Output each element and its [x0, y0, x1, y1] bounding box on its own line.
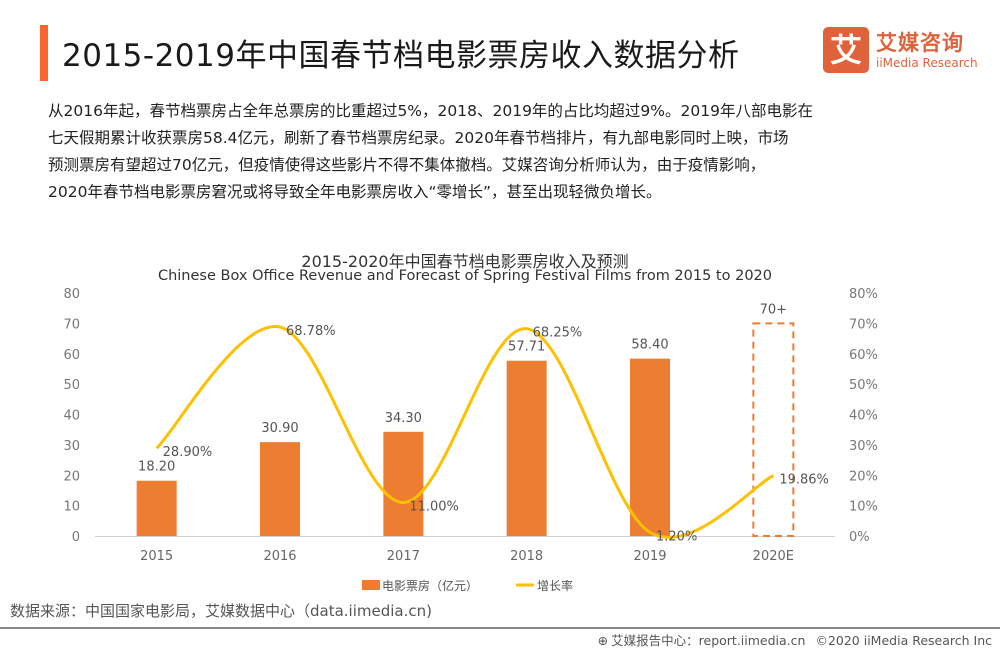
bar-value-label: 30.90: [261, 421, 298, 436]
logo-name-cn: 艾媒咨询: [876, 31, 964, 55]
bar-value-label: 18.20: [138, 460, 175, 475]
y-left-tick-label: 80: [63, 287, 80, 302]
x-tick-label: 2015: [140, 549, 173, 564]
paragraph-line: 预测票房有望超过70亿元，但疫情使得这些影片不得不集体撤档。艾媒咨询分析师认为，…: [48, 156, 766, 174]
y-right-tick-label: 50%: [849, 378, 878, 393]
bar-value-label: 58.40: [631, 338, 668, 353]
paragraph-line: 从2016年起，春节档票房占全年总票房的比重超过5%，2018、2019年的占比…: [48, 102, 813, 120]
logo-name-en: iiMedia Research: [876, 56, 978, 70]
analysis-paragraph: 从2016年起，春节档票房占全年总票房的比重超过5%，2018、2019年的占比…: [48, 98, 968, 206]
x-tick-label: 2018: [510, 549, 543, 564]
chart-title: 2015-2020年中国春节档电影票房收入及预测: [301, 252, 629, 271]
y-left-tick-label: 70: [63, 317, 80, 332]
y-left-tick-label: 40: [63, 409, 80, 424]
x-tick-label: 2019: [633, 549, 666, 564]
bar: [136, 480, 177, 536]
paragraph-line: 2020年春节档电影票房窘况或将导致全年电影票房收入“零增长”，甚至出现轻微负增…: [48, 183, 662, 201]
y-left-tick-label: 60: [63, 348, 80, 363]
growth-rate-label: 68.25%: [533, 326, 583, 341]
bar: [630, 358, 670, 536]
footer-copyright: ©2020 iiMedia Research Inc: [815, 633, 992, 648]
paragraph-line: 七天假期累计收获票房58.4亿元，刷新了春节档票房纪录。2020年春节档排片，有…: [48, 129, 789, 147]
bar: [260, 442, 300, 536]
growth-rate-line: [155, 325, 775, 539]
growth-rate-label: 19.86%: [779, 473, 829, 488]
y-right-tick-label: 60%: [849, 348, 878, 363]
chart-subtitle: Chinese Box Office Revenue and Forecast …: [157, 268, 773, 284]
growth-rate-label: 11.00%: [409, 500, 459, 515]
bar: [506, 360, 547, 536]
title-accent-bar: [40, 25, 48, 81]
legend-swatch-box-office: [362, 580, 380, 590]
combo-chart: 0 10 20 30 40 50 60 70 80 0% 10% 20% 30% 40% 50% 60% 70%…: [63, 287, 878, 593]
y-left-tick-label: 0: [72, 530, 80, 545]
x-tick-label: 2020E: [753, 549, 794, 564]
page-title: 2015-2019年中国春节档电影票房收入数据分析: [62, 38, 740, 74]
y-left-tick-label: 50: [63, 378, 80, 393]
growth-rate-label: 1.20%: [656, 529, 697, 544]
x-tick-label: 2017: [387, 549, 420, 564]
bar-value-label: 34.30: [385, 411, 422, 426]
y-right-tick-label: 20%: [849, 469, 878, 484]
bar-value-label: 70+: [760, 302, 787, 317]
report-center-icon: ⊕: [597, 633, 609, 648]
bar: [383, 431, 424, 536]
footer-divider: [0, 627, 1000, 629]
y-right-tick-label: 10%: [849, 500, 878, 515]
footer-report: 艾媒报告中心：report.iimedia.cn: [611, 633, 806, 648]
y-right-tick-label: 40%: [849, 409, 878, 424]
legend-label-box-office: 电影票房（亿元）: [382, 578, 478, 593]
bar-value-label: 57.71: [508, 340, 545, 355]
iimedia-logo: 艾 艾媒咨询 iiMedia Research: [823, 27, 1000, 75]
y-right-tick-label: 70%: [849, 317, 878, 332]
data-source: 数据来源：中国国家电影局，艾媒数据中心（data.iimedia.cn): [10, 602, 432, 620]
growth-rate-label: 68.78%: [286, 324, 336, 339]
y-left-tick-label: 20: [63, 469, 80, 484]
footer: ⊕ 艾媒报告中心：report.iimedia.cn ©2020 iiMedia R…: [588, 630, 992, 649]
bar-forecast: [752, 322, 795, 537]
y-right-tick-label: 0%: [849, 530, 870, 545]
y-right-tick-label: 30%: [849, 439, 878, 454]
logo-mark: 艾: [823, 27, 869, 73]
y-right-tick-label: 80%: [849, 287, 878, 302]
y-left-tick-label: 30: [63, 439, 80, 454]
legend-label-growth-rate: 增长率: [537, 578, 573, 593]
y-left-tick-label: 10: [63, 500, 80, 515]
growth-rate-label: 28.90%: [163, 445, 213, 460]
x-tick-label: 2016: [263, 549, 296, 564]
